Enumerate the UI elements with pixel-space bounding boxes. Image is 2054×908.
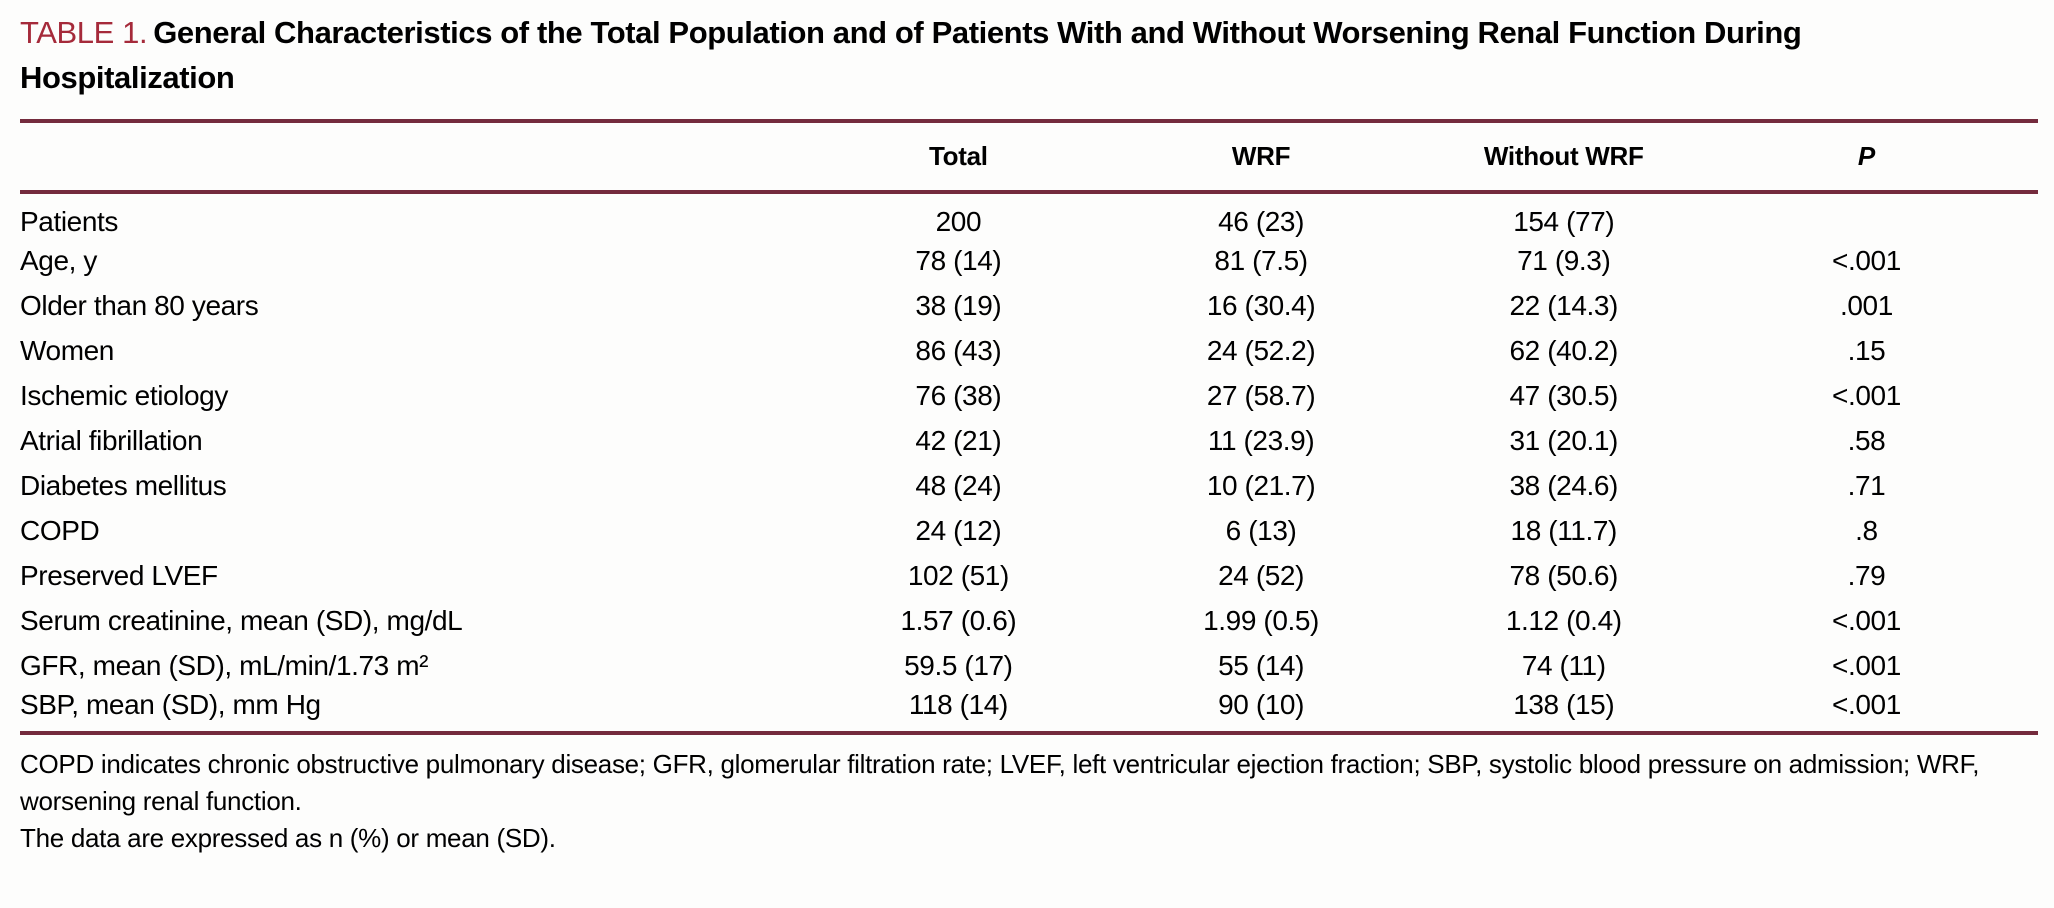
cell-total: 102 (51) (907, 559, 1009, 591)
cell-total: 118 (14) (827, 688, 1090, 735)
cell-without-wrf: 1.12 (0.4) (1505, 604, 1622, 636)
row-label: Age, y (20, 244, 97, 276)
cell-total: 59.5 (17) (904, 649, 1013, 681)
table-row: Older than 80 years 38 (19) 16 (30.4) 22… (20, 283, 2038, 328)
cell-total: 48 (24) (915, 469, 1002, 501)
cell-wrf: 24 (52.2) (1206, 334, 1316, 366)
cell-total: 76 (38) (915, 379, 1002, 411)
cell-without-wrf: 62 (40.2) (1509, 334, 1619, 366)
cell-p (1695, 192, 2038, 238)
cell-p: <.001 (1832, 604, 1901, 636)
cell-wrf: 27 (58.7) (1206, 379, 1316, 411)
row-label: GFR, mean (SD), mL/min/1.73 m² (20, 649, 429, 681)
document-page: TABLE 1. General Characteristics of the T… (20, 10, 2038, 857)
column-header-without-wrf: Without WRF (1432, 119, 1695, 194)
column-header-empty (20, 119, 828, 194)
cell-wrf: 16 (30.4) (1206, 289, 1316, 321)
cell-without-wrf: 31 (20.1) (1509, 424, 1619, 456)
cell-without-wrf: 74 (11) (1521, 649, 1606, 681)
table-header: Total WRF Without WRF P (20, 119, 2038, 194)
cell-p: .58 (1847, 424, 1886, 456)
row-label: Patients (20, 206, 118, 237)
column-header-p: P (1694, 119, 2038, 194)
cell-p: <.001 (1832, 649, 1901, 681)
table-row: Ischemic etiology 76 (38) 27 (58.7) 47 (… (20, 373, 2038, 418)
cell-wrf: 24 (52) (1218, 559, 1305, 591)
table-title: General Characteristics of the Total Pop… (20, 15, 1802, 95)
table-body: Patients 200 46 (23) 154 (77) Age, y 78 … (20, 192, 2038, 735)
table-caption: TABLE 1. General Characteristics of the T… (20, 10, 1950, 100)
row-label: Ischemic etiology (20, 379, 228, 411)
row-label: Serum creatinine, mean (SD), mg/dL (20, 604, 463, 636)
cell-wrf: 10 (21.7) (1206, 469, 1316, 501)
cell-wrf: 90 (10) (1089, 688, 1433, 735)
footnote-abbreviations: COPD indicates chronic obstructive pulmo… (20, 749, 1980, 816)
table-footnotes: COPD indicates chronic obstructive pulmo… (20, 746, 2038, 857)
cell-p: .71 (1847, 469, 1886, 501)
table-row: Women 86 (43) 24 (52.2) 62 (40.2) .15 (20, 328, 2038, 373)
cell-p: .15 (1847, 334, 1886, 366)
cell-without-wrf: 154 (77) (1513, 206, 1615, 237)
row-label: Atrial fibrillation (20, 424, 203, 456)
cell-without-wrf: 138 (15) (1432, 688, 1695, 735)
table-row: Atrial fibrillation 42 (21) 11 (23.9) 31… (20, 418, 2038, 463)
header-row: Total WRF Without WRF P (20, 119, 2038, 194)
cell-total: 24 (12) (915, 514, 1002, 546)
cell-wrf: 1.99 (0.5) (1203, 604, 1319, 636)
table-row: Diabetes mellitus 48 (24) 10 (21.7) 38 (… (20, 463, 2038, 508)
column-header-total: Total (827, 119, 1090, 194)
row-label: Older than 80 years (20, 289, 259, 321)
cell-wrf: 55 (14) (1218, 649, 1305, 681)
table-row: Serum creatinine, mean (SD), mg/dL 1.57 … (20, 598, 2038, 643)
cell-p: <.001 (1694, 688, 2038, 735)
table-row: Preserved LVEF 102 (51) 24 (52) 78 (50.6… (20, 553, 2038, 598)
table-row: COPD 24 (12) 6 (13) 18 (11.7) .8 (20, 508, 2038, 553)
table-row: Age, y 78 (14) 81 (7.5) 71 (9.3) <.001 (20, 238, 2038, 283)
cell-wrf: 81 (7.5) (1214, 244, 1308, 276)
cell-without-wrf: 71 (9.3) (1517, 244, 1611, 276)
cell-p: .8 (1855, 514, 1878, 546)
cell-total: 200 (935, 206, 982, 237)
cell-total: 86 (43) (915, 334, 1002, 366)
cell-wrf: 46 (23) (1218, 206, 1305, 237)
cell-total: 38 (19) (915, 289, 1002, 321)
cell-without-wrf: 38 (24.6) (1509, 469, 1619, 501)
cell-wrf: 6 (13) (1225, 514, 1297, 546)
data-table: Total WRF Without WRF P Patients 200 46 … (20, 119, 2038, 735)
column-header-wrf: WRF (1089, 119, 1433, 194)
row-label: Diabetes mellitus (20, 469, 227, 501)
table-number: TABLE 1. (20, 15, 148, 50)
row-label: SBP, mean (SD), mm Hg (20, 688, 828, 735)
cell-without-wrf: 78 (50.6) (1509, 559, 1619, 591)
cell-wrf: 11 (23.9) (1207, 424, 1315, 456)
table-row: GFR, mean (SD), mL/min/1.73 m² 59.5 (17)… (20, 643, 2038, 688)
table-row: Patients 200 46 (23) 154 (77) (20, 192, 2038, 238)
cell-without-wrf: 47 (30.5) (1509, 379, 1619, 411)
cell-without-wrf: 18 (11.7) (1510, 514, 1618, 546)
cell-total: 78 (14) (915, 244, 1002, 276)
row-label: COPD (20, 514, 100, 546)
table-row: SBP, mean (SD), mm Hg 118 (14) 90 (10) 1… (20, 688, 2038, 735)
cell-p: .001 (1840, 289, 1893, 321)
cell-total: 42 (21) (915, 424, 1002, 456)
cell-p: <.001 (1832, 379, 1901, 411)
row-label: Women (20, 334, 114, 366)
cell-p: .79 (1847, 559, 1886, 591)
row-label: Preserved LVEF (20, 559, 218, 591)
cell-total: 1.57 (0.6) (900, 604, 1017, 636)
footnote-data-format: The data are expressed as n (%) or mean … (20, 823, 556, 853)
cell-without-wrf: 22 (14.3) (1509, 289, 1619, 321)
cell-p: <.001 (1832, 244, 1901, 276)
